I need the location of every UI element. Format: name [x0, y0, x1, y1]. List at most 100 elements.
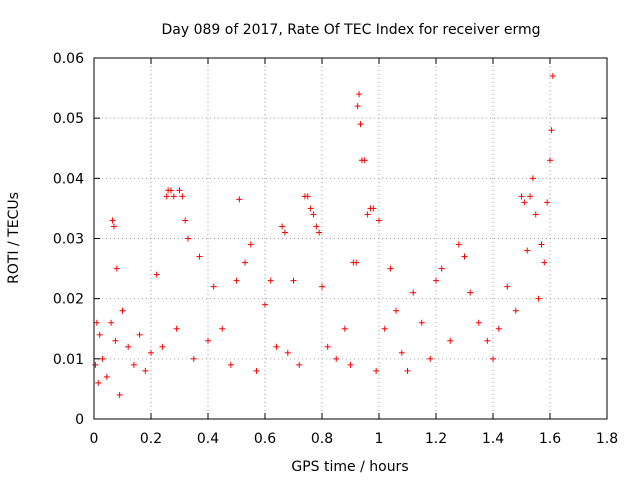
data-point — [304, 193, 311, 200]
data-point — [279, 223, 286, 230]
y-axis-label: ROTI / TECUs — [6, 192, 22, 284]
data-point — [125, 343, 132, 350]
data-point — [233, 277, 240, 284]
data-point — [333, 355, 340, 362]
data-point — [535, 295, 542, 302]
data-point — [376, 217, 382, 224]
data-point — [527, 193, 534, 200]
data-point — [518, 193, 525, 200]
data-point — [210, 283, 217, 290]
data-point — [284, 349, 291, 356]
y-tick-label: 0.05 — [53, 111, 84, 127]
data-point — [356, 91, 363, 98]
data-point — [179, 193, 186, 200]
axis-ticks — [93, 57, 608, 420]
y-tick-label: 0.01 — [53, 352, 84, 368]
data-point — [310, 211, 317, 218]
y-tick-label: 0.02 — [53, 292, 84, 308]
data-point — [242, 259, 249, 266]
data-point — [361, 157, 368, 164]
data-point — [418, 319, 425, 326]
data-point — [173, 325, 180, 332]
y-tick-label: 0 — [75, 412, 84, 428]
data-point — [253, 367, 260, 374]
data-point — [92, 361, 99, 368]
data-point — [196, 253, 203, 260]
data-point — [170, 193, 177, 200]
x-tick-label: 0 — [90, 431, 99, 447]
data-point — [410, 289, 417, 296]
data-point — [247, 241, 254, 248]
data-point — [176, 187, 183, 194]
data-point — [296, 361, 303, 368]
grid-lines — [94, 58, 607, 419]
data-point — [370, 205, 377, 212]
data-point — [387, 265, 394, 272]
data-point — [544, 199, 551, 206]
data-point — [182, 217, 189, 224]
data-point — [99, 355, 106, 362]
data-point — [319, 283, 325, 290]
data-point — [316, 229, 323, 236]
data-point — [461, 253, 468, 260]
x-tick-label: 1 — [375, 431, 384, 447]
data-point — [524, 247, 531, 254]
data-point — [490, 355, 496, 362]
data-point — [398, 349, 405, 356]
data-point — [504, 283, 511, 290]
data-point — [307, 205, 314, 212]
data-point — [438, 265, 445, 272]
data-point — [347, 361, 354, 368]
data-point — [547, 157, 553, 164]
data-point — [313, 223, 320, 230]
data-point — [110, 223, 117, 230]
data-point — [512, 307, 519, 314]
data-point — [112, 337, 119, 344]
data-point — [148, 349, 154, 356]
data-point — [262, 301, 268, 308]
x-tick-label: 0.4 — [197, 431, 219, 447]
data-point — [532, 211, 539, 218]
data-point — [364, 211, 371, 218]
data-point — [393, 307, 400, 314]
y-tick-label: 0.06 — [53, 51, 84, 67]
data-point — [130, 361, 137, 368]
data-point — [142, 367, 149, 374]
data-point — [108, 319, 115, 326]
data-point — [163, 193, 170, 200]
data-point — [541, 259, 548, 266]
x-tick-label: 1.6 — [539, 431, 561, 447]
data-point — [109, 217, 116, 224]
data-point — [373, 367, 380, 374]
data-points — [92, 73, 556, 398]
data-point — [227, 361, 234, 368]
data-point — [273, 343, 280, 350]
y-tick-label: 0.04 — [53, 171, 84, 187]
data-point — [236, 196, 243, 203]
data-point — [521, 199, 528, 206]
data-point — [433, 277, 439, 284]
data-point — [153, 271, 160, 278]
chart-title: Day 089 of 2017, Rate Of TEC Index for r… — [161, 22, 540, 38]
data-point — [548, 127, 555, 134]
data-point — [529, 175, 536, 182]
data-point — [290, 277, 297, 284]
x-tick-label: 0.6 — [254, 431, 276, 447]
data-point — [190, 355, 197, 362]
x-tick-labels: 0 0.2 0.4 0.6 0.8 1 1.2 1.4 1.6 1.8 — [90, 431, 619, 447]
data-point — [205, 337, 211, 344]
data-point — [103, 373, 110, 380]
data-point — [381, 325, 388, 332]
data-point — [281, 229, 288, 236]
data-point — [354, 103, 361, 110]
data-point — [95, 379, 102, 386]
data-point — [167, 187, 174, 194]
x-tick-label: 0.2 — [140, 431, 162, 447]
data-point — [495, 325, 502, 332]
data-point — [113, 265, 120, 272]
data-point — [549, 73, 556, 80]
data-point — [119, 307, 126, 314]
data-point — [93, 319, 100, 326]
